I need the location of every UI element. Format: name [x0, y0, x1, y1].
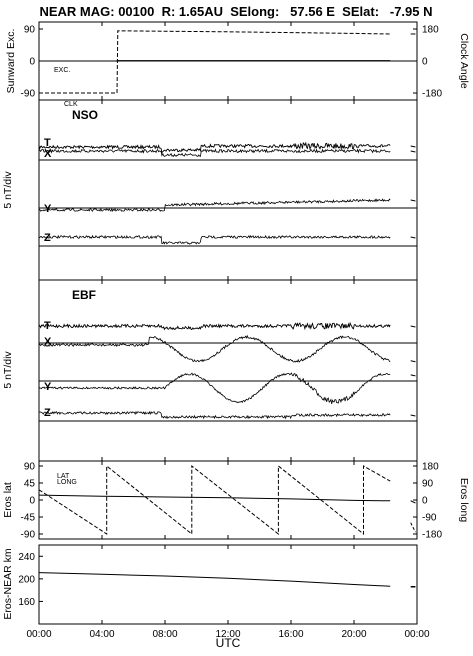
eros-long-tick-label: -180 — [422, 530, 442, 541]
x-tick-label: 04:00 — [89, 629, 114, 640]
sunward-tick-label: 0 — [29, 57, 35, 68]
ebf-y-trace — [38, 372, 391, 404]
nso-t-trace-tail — [410, 145, 416, 148]
x-axis-label: UTC — [216, 636, 241, 650]
ebf-t-trace — [38, 321, 391, 331]
eros-long-tick-label: 0 — [422, 496, 428, 507]
ebf-x-trace — [38, 334, 391, 363]
eros-long-tick-label: 180 — [422, 462, 439, 473]
clock-axis-label: Clock Angle — [458, 33, 470, 89]
nso-z-trace-tail — [410, 236, 416, 239]
ebf-tag: EBF — [72, 288, 96, 302]
ebf-z-trace-tail — [410, 414, 416, 417]
clock-tag: CLK — [64, 101, 78, 108]
nso-y-trace-tail — [410, 199, 416, 202]
panel-nso-frame — [38, 99, 418, 281]
nso-x-trace-tail — [410, 150, 416, 153]
clock-tick-label: 180 — [422, 25, 439, 36]
eros-lat-tick-label: 90 — [24, 462, 36, 473]
x-tick-label: 00:00 — [26, 629, 51, 640]
eros-distance-axis-label: Eros-NEAR km — [2, 548, 14, 619]
nso-x-trace — [38, 148, 391, 158]
nso-axis-label: 5 nT/div — [2, 171, 14, 209]
eros-lat-tick-label: -45 — [21, 513, 36, 524]
eros-distance-tick-label: 200 — [18, 574, 35, 585]
eros-lat-axis-label: Eros lat — [2, 482, 14, 518]
eros-lat-line — [38, 494, 391, 502]
eros-lat-tick-label: -90 — [21, 530, 36, 541]
ebf-axis-label: 5 nT/div — [2, 351, 14, 389]
chart-title: NEAR MAG: 00100 R: 1.65AU SElong: 57.56 … — [39, 4, 432, 19]
nso-trace-x: X — [44, 148, 52, 160]
clock-tick-label: 0 — [422, 57, 428, 68]
eros-lat-tick-label: 45 — [24, 479, 36, 490]
ebf-trace-y: Y — [44, 381, 52, 393]
eros-long-line — [38, 464, 391, 536]
eros-long-axis-label: Eros long — [458, 478, 470, 523]
ebf-y-trace-tail — [410, 374, 416, 377]
nso-trace-t: T — [44, 137, 51, 149]
nso-z-trace — [38, 234, 391, 245]
x-tick-label: 00:00 — [404, 629, 429, 640]
x-tick-label: 20:00 — [341, 629, 366, 640]
nso-tag: NSO — [72, 108, 98, 122]
excursion-tag: EXC. — [54, 67, 70, 74]
data-layer — [38, 30, 416, 588]
ebf-x-trace-tail — [410, 360, 416, 363]
sunward-tick-label: -90 — [21, 89, 36, 100]
eros-near-distance-line — [38, 572, 391, 587]
clock-tick-label: -180 — [422, 89, 442, 100]
lat-tag: LAT — [57, 473, 70, 480]
eros-distance-tick-label: 160 — [18, 597, 35, 608]
eros-lat-tail — [410, 500, 416, 504]
nso-y-trace — [38, 198, 391, 213]
eros-long-tail — [410, 522, 416, 533]
ebf-t-trace-tail — [410, 325, 416, 328]
eros-distance-tick-label: 240 — [18, 552, 35, 563]
ebf-trace-x: X — [44, 336, 52, 348]
tick-layer: 00:00 04:00 08:00 12:00 16:00 20:00 00:00 90 0 -9… — [18, 22, 442, 640]
eros-long-tick-label: -90 — [422, 513, 437, 524]
ebf-z-trace — [38, 410, 391, 420]
eros-lat-tick-label: 0 — [29, 496, 35, 507]
panel-ebf-frame — [38, 279, 418, 462]
x-tick-label: 12:00 — [215, 629, 240, 640]
nso-t-trace — [38, 141, 391, 154]
sunward-axis-label: Sunward Exc. — [5, 29, 17, 94]
x-tick-label: 16:00 — [278, 629, 303, 640]
nso-trace-y: Y — [44, 203, 52, 215]
x-tick-label: 08:00 — [152, 629, 177, 640]
clock-angle-line — [39, 30, 391, 94]
eros-long-tick-label: 90 — [422, 479, 434, 490]
nso-trace-z: Z — [44, 232, 51, 244]
long-tag: LONG — [57, 479, 77, 486]
sunward-tick-label: 90 — [24, 25, 36, 36]
